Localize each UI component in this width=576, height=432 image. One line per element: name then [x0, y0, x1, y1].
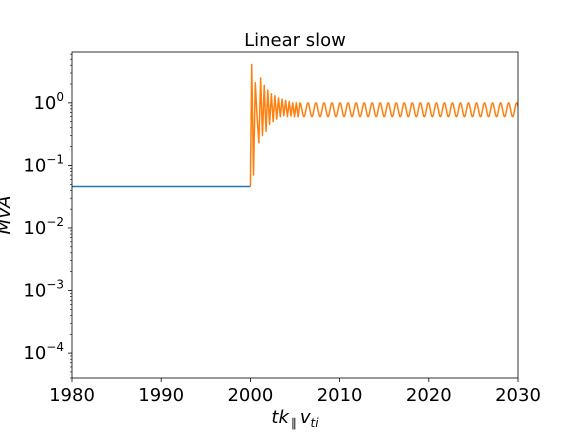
x-tick-label: 2000 — [227, 385, 273, 406]
series-line-2 — [249, 63, 518, 187]
x-tick-label: 2020 — [406, 385, 452, 406]
x-tick-label: 2010 — [317, 385, 363, 406]
series-layer — [72, 63, 518, 188]
y-axis-label: MVA — [0, 196, 15, 235]
y-tick-label: 10−4 — [23, 340, 64, 364]
x-axis-label: tk ∥ vti — [271, 407, 319, 430]
x-axis: 1980 1990 2000 2010 2020 2030 — [49, 378, 541, 406]
y-tick-label: 100 — [33, 90, 64, 114]
plot-frame — [71, 51, 519, 379]
y-tick-label: 10−1 — [23, 152, 64, 176]
y-axis: 10−4 10−3 10−2 10−1 100 — [23, 53, 72, 379]
x-tick-label: 1990 — [138, 385, 184, 406]
chart-title: Linear slow — [244, 30, 346, 51]
y-tick-label: 10−2 — [23, 215, 64, 239]
x-tick-label: 1980 — [49, 385, 95, 406]
y-tick-label: 10−3 — [23, 278, 64, 302]
x-tick-label: 2030 — [495, 385, 541, 406]
